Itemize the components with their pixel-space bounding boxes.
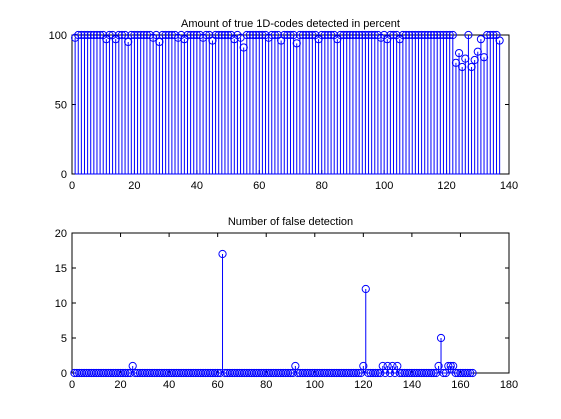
y-tick-label: 10: [55, 298, 67, 310]
y-tick-label: 0: [61, 169, 67, 181]
stem-marker: [359, 361, 368, 371]
y-tick-label: 0: [61, 368, 67, 380]
x-tick-label: 0: [69, 180, 75, 192]
stem-marker: [444, 361, 453, 371]
x-tick-label: 20: [128, 180, 140, 192]
y-tick-label: 15: [55, 263, 67, 275]
x-tick-label: 80: [260, 379, 272, 391]
stem-marker: [388, 361, 397, 371]
stem-marker: [476, 35, 486, 44]
x-tick-label: 40: [163, 379, 175, 391]
stem-marker: [361, 284, 370, 294]
x-tick-label: 160: [451, 379, 469, 391]
x-tick-label: 120: [354, 379, 372, 391]
x-tick-label: 60: [212, 379, 224, 391]
stem-marker: [495, 36, 504, 45]
stem-series: [71, 30, 504, 174]
y-tick-label: 100: [49, 30, 67, 42]
stem-marker: [291, 361, 300, 371]
top-axes: Amount of true 1D-codes detected in perc…: [49, 18, 519, 192]
x-tick-label: 60: [253, 180, 265, 192]
chart-title: Number of false detection: [228, 216, 353, 228]
y-tick-label: 5: [61, 333, 67, 345]
y-tick-label: 20: [55, 228, 67, 240]
stem-marker: [128, 361, 137, 371]
x-tick-label: 120: [437, 180, 455, 192]
x-tick-label: 20: [114, 379, 126, 391]
x-tick-label: 80: [316, 180, 328, 192]
x-tick-label: 40: [191, 180, 203, 192]
stem-marker: [448, 30, 457, 40]
stem-marker: [120, 30, 130, 40]
x-tick-label: 140: [403, 379, 421, 391]
stem-marker: [454, 48, 464, 58]
stem-marker: [393, 361, 402, 371]
plot-frame: [71, 232, 510, 374]
stem-marker: [383, 361, 392, 371]
stem-marker: [378, 361, 387, 371]
x-tick-label: 100: [375, 180, 393, 192]
stem-marker: [434, 361, 443, 371]
x-tick-label: 100: [306, 379, 324, 391]
stem-marker: [289, 30, 298, 40]
stem-marker: [446, 361, 455, 371]
stem-marker: [436, 333, 446, 343]
x-tick-label: 180: [500, 379, 518, 391]
chart-title: Amount of true 1D-codes detected in perc…: [181, 18, 400, 30]
stem-marker: [218, 249, 227, 259]
stem-marker: [449, 361, 458, 371]
x-tick-label: 140: [500, 180, 518, 192]
stem-marker: [152, 30, 161, 40]
x-tick-label: 0: [69, 379, 75, 391]
stem-marker: [464, 30, 473, 40]
y-tick-label: 50: [55, 100, 67, 112]
